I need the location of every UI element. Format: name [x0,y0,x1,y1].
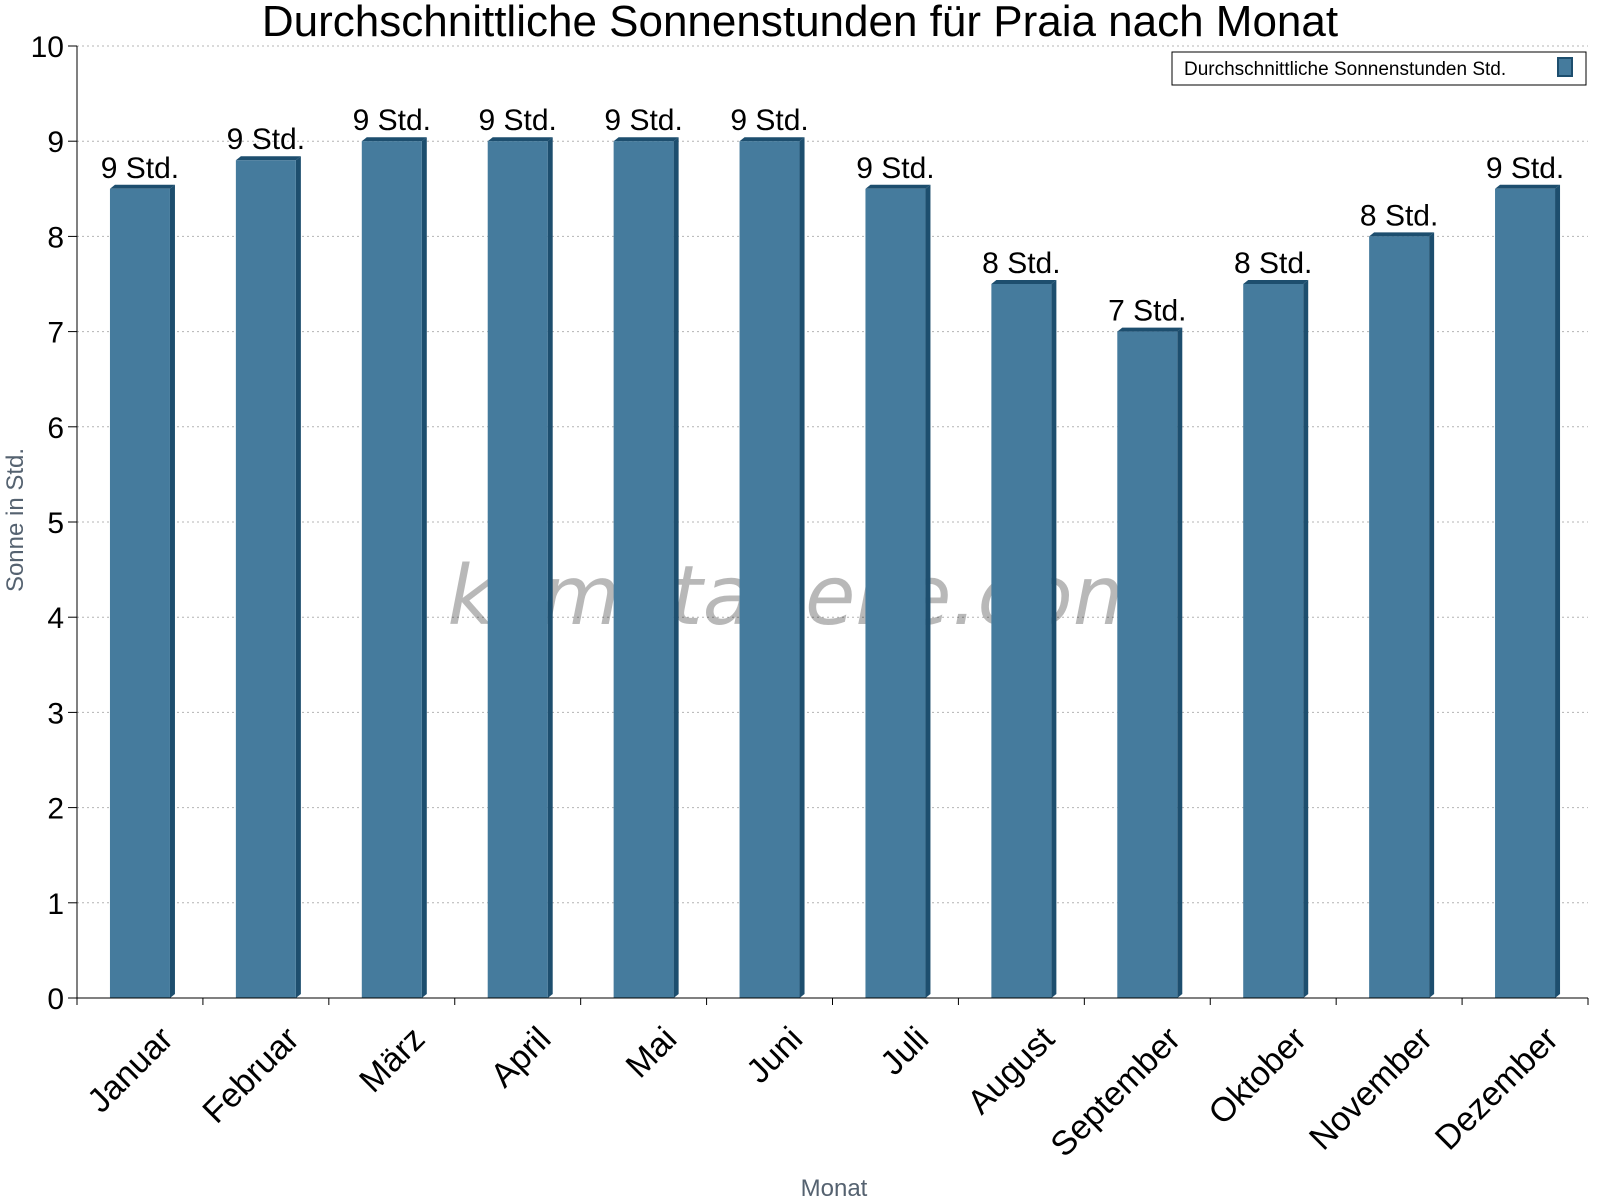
bar-front [109,188,170,999]
y-axis-title: Sonne in Std. [2,448,29,592]
bar-top [739,137,805,142]
chart-title: Durchschnittliche Sonnenstunden für Prai… [262,0,1338,46]
data-label: 9 Std. [730,104,808,137]
y-tick-label: 2 [47,793,64,826]
y-tick-label: 1 [47,888,64,921]
legend: Durchschnittliche Sonnenstunden Std. [1171,51,1587,86]
data-label: 9 Std. [1486,152,1564,185]
bar-side [1177,327,1183,999]
bar-front [1243,284,1304,998]
bar [109,184,175,999]
bar-top [1117,327,1183,332]
bar [1495,184,1561,999]
x-category-label: August [960,1019,1062,1121]
bar [739,137,805,998]
bar [613,137,679,998]
y-tick-label: 4 [47,602,64,635]
bar-top [487,137,553,142]
grid-lines [77,45,1588,904]
x-category-label: Juni [739,1020,810,1091]
bar-front [1495,188,1556,999]
bar-top [235,156,301,161]
x-category-label: März [352,1020,432,1100]
x-category-label: Januar [80,1020,180,1120]
bar-top [613,137,679,142]
legend-swatch [1557,57,1573,77]
y-tick-label: 9 [47,126,64,159]
data-label: 8 Std. [982,247,1060,280]
y-tick-label: 8 [47,221,64,254]
data-label: 9 Std. [604,104,682,137]
y-tick-label: 0 [47,983,64,1016]
x-category-label: April [483,1020,558,1095]
data-label: 8 Std. [1360,199,1438,232]
bar-side [673,137,679,998]
bar-side [1429,232,1435,998]
bar-side [799,137,805,998]
bar [1243,280,1309,998]
bar-front [1369,236,1430,998]
x-category-label: Februar [195,1020,306,1131]
bar [1117,327,1183,999]
bar-side [925,184,931,999]
bar-side [1303,280,1309,998]
data-label: 9 Std. [101,152,179,185]
data-label: 7 Std. [1108,295,1186,328]
bar-side [547,137,553,998]
bar-front [865,188,926,999]
bar-top [865,184,931,189]
bar-side [421,137,427,998]
x-category-label: Oktober [1201,1020,1313,1132]
bar-front [487,141,548,998]
bar [487,137,553,998]
bar-top [991,280,1057,284]
bar-top [109,184,175,189]
y-tick-label: 7 [47,317,64,350]
bar [865,184,931,999]
y-axis-ticks: 0 1 2 3 4 5 6 7 8 9 10 [31,31,77,1016]
data-label: 9 Std. [353,104,431,137]
x-axis-title: Monat [801,1175,868,1200]
y-tick-label: 5 [47,507,64,540]
x-category-label: Mai [619,1020,685,1086]
data-label: 8 Std. [1234,247,1312,280]
data-label: 9 Std. [227,123,305,156]
data-labels: 9 Std. 9 Std. 9 Std. 9 Std. 9 Std. 9 Std. 9 St… [101,104,1564,327]
bar-side [1555,184,1561,999]
x-axis-ticks: Januar Februar März April Mai Juni Juli AugustS… [76,998,1589,1164]
y-tick-label: 6 [47,412,64,445]
y-tick-label: 3 [47,697,64,730]
bar-side [1051,280,1057,998]
bar-top [361,137,427,142]
x-category-label: September [1043,1020,1187,1164]
bar [1369,232,1435,998]
bar-front [613,141,674,998]
bar-side [169,184,175,999]
bar-top [1495,184,1561,189]
bar-front [361,141,422,998]
bar-front [991,284,1052,998]
bar-top [1369,232,1435,237]
bar-top [1243,280,1309,284]
bar-front [1117,331,1178,999]
bar [991,280,1057,998]
legend-label: Durchschnittliche Sonnenstunden Std. [1184,59,1506,80]
data-label: 9 Std. [479,104,557,137]
legend-box [1171,51,1587,86]
bar-series [109,137,1561,999]
bar-front [235,160,296,999]
bar [361,137,427,998]
x-category-label: Dezember [1428,1020,1566,1158]
data-label: 9 Std. [856,152,934,185]
bar [235,156,301,999]
x-category-label: Juli [873,1020,936,1083]
y-tick-label: 10 [31,31,64,64]
x-category-label: November [1302,1020,1440,1158]
bar-side [295,156,301,999]
bar-front [739,141,800,998]
